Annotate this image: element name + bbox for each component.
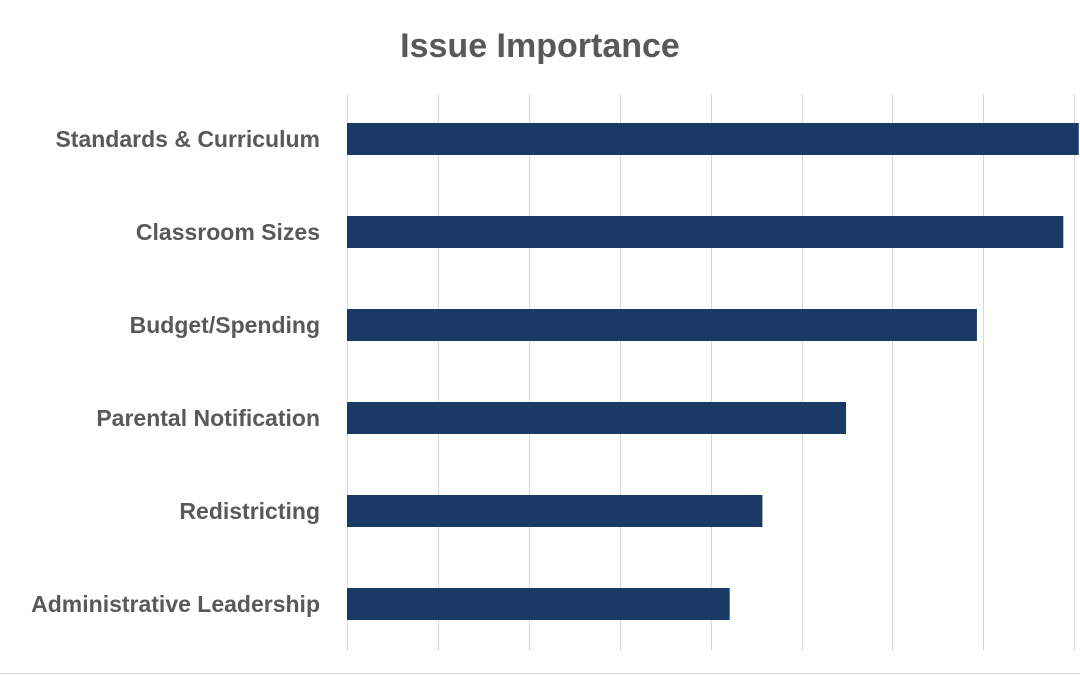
bar-5 [347, 588, 730, 620]
category-labels: Standards & Curriculum Classroom Sizes Bud… [31, 126, 320, 617]
category-label-3: Parental Notification [96, 405, 320, 431]
category-label-0: Standards & Curriculum [55, 126, 320, 152]
category-label-2: Budget/Spending [130, 312, 320, 338]
category-label-5: Administrative Leadership [31, 591, 320, 617]
bar-0 [347, 123, 1079, 155]
bars [347, 123, 1079, 620]
chart-title: Issue Importance [400, 27, 680, 65]
gridlines [0, 94, 1080, 674]
bar-1 [347, 216, 1064, 248]
bar-4 [347, 495, 763, 527]
bar-2 [347, 309, 977, 341]
category-label-1: Classroom Sizes [136, 219, 320, 245]
category-label-4: Redistricting [179, 498, 320, 524]
bar-3 [347, 402, 847, 434]
